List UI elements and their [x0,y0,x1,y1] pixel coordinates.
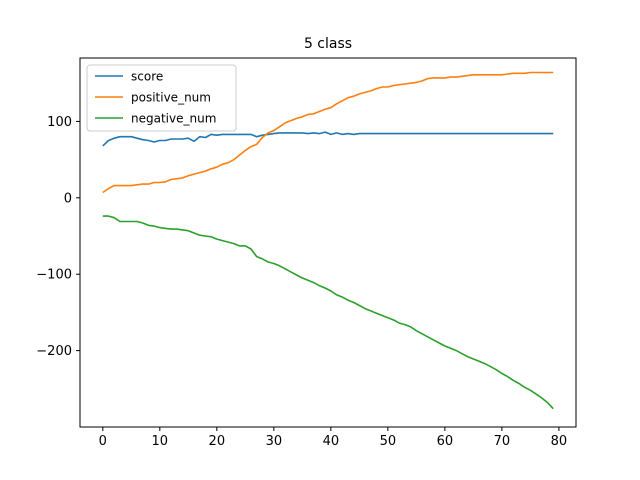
x-tick-label: 30 [266,434,283,449]
x-tick-label: 10 [152,434,169,449]
legend: score positive_num negative_num [86,64,237,132]
series-line-negative-num [102,215,554,410]
series-line-positive-num [102,71,554,194]
x-axis: 0 10 20 30 40 50 60 70 80 [99,427,568,449]
plot-frame [79,57,577,428]
legend-label: negative_num [131,112,216,126]
x-tick-label: 50 [380,434,397,449]
x-tick-label: 40 [323,434,340,449]
plot-lines [102,71,554,410]
legend-label: positive_num [131,91,211,105]
series-line-score [102,131,554,147]
legend-box [86,64,237,132]
chart-title: 5 class [304,36,352,52]
x-tick-label: 70 [494,434,511,449]
y-tick-label: −200 [36,344,72,359]
y-tick-label: 100 [47,115,72,130]
x-tick-label: 60 [437,434,454,449]
y-tick-label: 0 [64,191,72,206]
x-tick-label: 0 [99,434,107,449]
x-tick-label: 20 [209,434,226,449]
legend-label: score [131,70,163,84]
y-axis: −200 −100 0 100 [36,115,80,359]
x-tick-label: 80 [551,434,568,449]
y-tick-label: −100 [36,268,72,283]
